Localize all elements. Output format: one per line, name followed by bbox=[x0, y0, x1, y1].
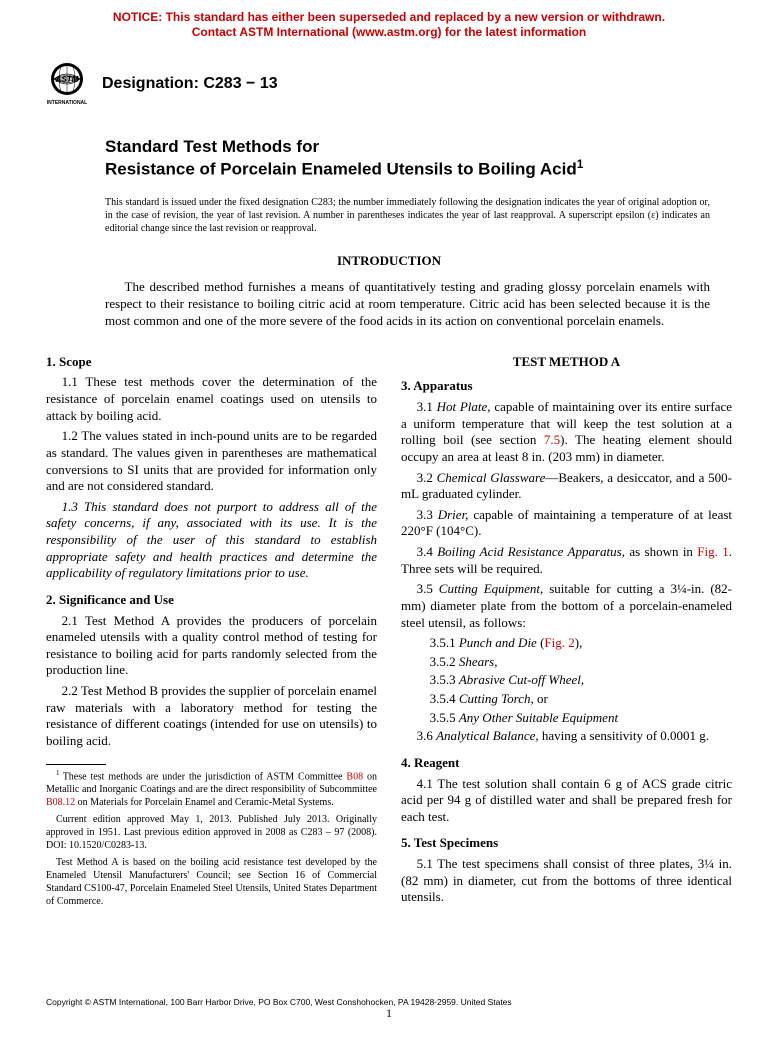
para-1-2: 1.2 The values stated in inch-pound unit… bbox=[46, 428, 377, 495]
para-1-1: 1.1 These test methods cover the determi… bbox=[46, 374, 377, 424]
intro-heading: INTRODUCTION bbox=[0, 235, 778, 279]
left-column: 1. Scope 1.1 These test methods cover th… bbox=[46, 354, 377, 912]
specimens-heading: 5. Test Specimens bbox=[401, 835, 732, 852]
para-4-1: 4.1 The test solution shall contain 6 g … bbox=[401, 776, 732, 826]
link-b0812[interactable]: B08.12 bbox=[46, 797, 75, 808]
title-line1: Standard Test Methods for bbox=[105, 136, 718, 157]
footnote-2: Current edition approved May 1, 2013. Pu… bbox=[46, 813, 377, 852]
para-5-1: 5.1 The test specimens shall consist of … bbox=[401, 856, 732, 906]
right-column: TEST METHOD A 3. Apparatus 3.1 Hot Plate… bbox=[401, 354, 732, 912]
intro-body: The described method furnishes a means o… bbox=[0, 279, 778, 330]
link-b08[interactable]: B08 bbox=[346, 771, 363, 782]
notice-line2: Contact ASTM International (www.astm.org… bbox=[192, 25, 586, 39]
footnote-1: 1 These test methods are under the juris… bbox=[46, 769, 377, 809]
astm-logo: ASTM INTERNATIONAL bbox=[42, 58, 92, 108]
para-3-2: 3.2 Chemical Glassware—Beakers, a desicc… bbox=[401, 470, 732, 503]
reagent-heading: 4. Reagent bbox=[401, 755, 732, 772]
para-2-1: 2.1 Test Method A provides the producers… bbox=[46, 613, 377, 680]
link-7-5[interactable]: 7.5 bbox=[544, 432, 560, 447]
issued-note: This standard is issued under the fixed … bbox=[0, 180, 778, 235]
method-a-heading: TEST METHOD A bbox=[401, 354, 732, 371]
apparatus-heading: 3. Apparatus bbox=[401, 378, 732, 395]
svg-text:INTERNATIONAL: INTERNATIONAL bbox=[47, 100, 87, 106]
para-1-3: 1.3 This standard does not purport to ad… bbox=[46, 499, 377, 582]
header: ASTM INTERNATIONAL Designation: C283 − 1… bbox=[0, 44, 778, 108]
para-3-6: 3.6 Analytical Balance, having a sensiti… bbox=[401, 728, 732, 745]
para-3-1: 3.1 Hot Plate, capable of maintaining ov… bbox=[401, 399, 732, 466]
page-number: 1 bbox=[0, 1006, 778, 1021]
two-column-body: 1. Scope 1.1 These test methods cover th… bbox=[0, 330, 778, 912]
footnote-rule bbox=[46, 764, 106, 765]
para-3-5: 3.5 Cutting Equipment, suitable for cutt… bbox=[401, 581, 732, 631]
link-fig-2[interactable]: Fig. 2 bbox=[544, 635, 574, 650]
designation: Designation: C283 − 13 bbox=[102, 73, 278, 93]
para-3-4: 3.4 Boiling Acid Resistance Apparatus, a… bbox=[401, 544, 732, 577]
para-3-5-4: 3.5.4 Cutting Torch, or bbox=[401, 691, 732, 708]
significance-heading: 2. Significance and Use bbox=[46, 592, 377, 609]
title-block: Standard Test Methods for Resistance of … bbox=[0, 108, 778, 180]
para-3-3: 3.3 Drier, capable of maintaining a temp… bbox=[401, 507, 732, 540]
para-2-2: 2.2 Test Method B provides the supplier … bbox=[46, 683, 377, 750]
link-fig-1[interactable]: Fig. 1 bbox=[697, 544, 728, 559]
para-3-5-3: 3.5.3 Abrasive Cut-off Wheel, bbox=[401, 672, 732, 689]
notice-line1: NOTICE: This standard has either been su… bbox=[113, 10, 665, 24]
notice-banner: NOTICE: This standard has either been su… bbox=[0, 0, 778, 44]
para-3-5-1: 3.5.1 Punch and Die (Fig. 2), bbox=[401, 635, 732, 652]
para-3-5-5: 3.5.5 Any Other Suitable Equipment bbox=[401, 710, 732, 727]
title-line2: Resistance of Porcelain Enameled Utensil… bbox=[105, 157, 718, 180]
svg-text:ASTM: ASTM bbox=[55, 75, 79, 84]
footnote-3: Test Method A is based on the boiling ac… bbox=[46, 856, 377, 908]
para-3-5-2: 3.5.2 Shears, bbox=[401, 654, 732, 671]
scope-heading: 1. Scope bbox=[46, 354, 377, 371]
